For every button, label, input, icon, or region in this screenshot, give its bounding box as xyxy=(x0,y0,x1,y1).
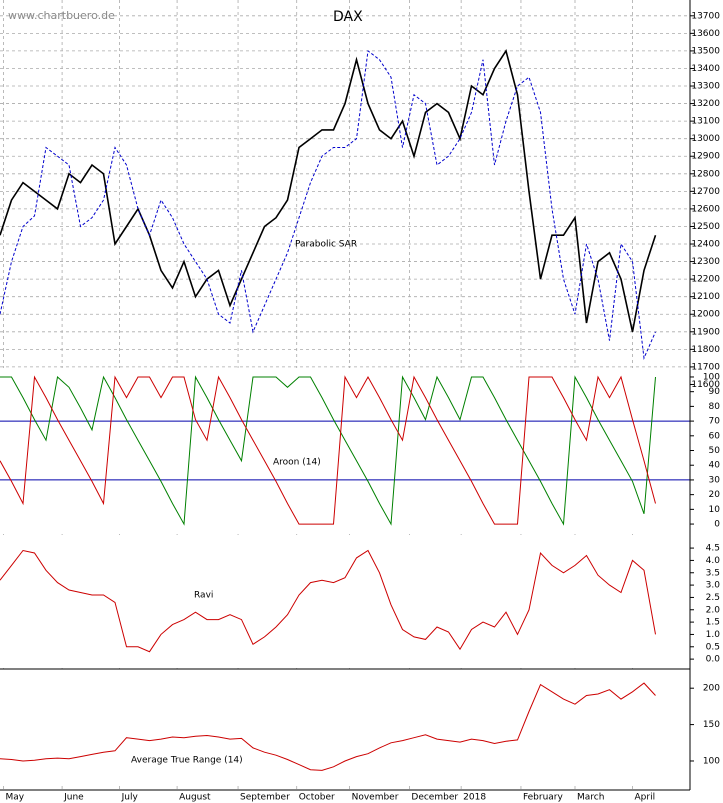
y-tick-label: 90 xyxy=(709,387,721,397)
y-tick-label: 40 xyxy=(709,461,721,471)
x-tick-label: February xyxy=(523,793,564,803)
y-tick-label: 12900 xyxy=(691,152,720,162)
panel-bg xyxy=(0,368,690,532)
x-tick-label: March xyxy=(577,793,604,803)
series-line xyxy=(0,48,657,332)
y-tick-label: 13400 xyxy=(691,64,720,74)
series-label: Parabolic SAR xyxy=(295,240,357,250)
y-tick-label: 10 xyxy=(709,505,721,515)
y-tick-label: 4.5 xyxy=(706,544,720,554)
y-tick-label: 12200 xyxy=(691,275,720,285)
y-tick-label: 30 xyxy=(709,475,721,485)
y-tick-label: 12100 xyxy=(691,292,720,302)
panel-title: DAX xyxy=(333,9,363,25)
y-tick-label: 11900 xyxy=(691,327,720,337)
y-tick-label: 13200 xyxy=(691,99,720,109)
x-tick-label: July xyxy=(121,793,139,803)
y-tick-label: 1.0 xyxy=(706,630,721,640)
y-tick-label: 12300 xyxy=(691,257,720,267)
x-tick-label: August xyxy=(179,793,211,803)
y-tick-label: 1.5 xyxy=(706,618,720,628)
y-tick-label: 20 xyxy=(709,490,721,500)
y-tick-label: 100 xyxy=(703,756,720,766)
y-tick-label: 3.5 xyxy=(706,568,720,578)
y-tick-label: 13300 xyxy=(691,82,720,92)
x-tick-label: December xyxy=(411,793,458,803)
y-tick-label: 50 xyxy=(709,446,721,456)
x-tick-label: May xyxy=(5,793,24,803)
y-tick-label: 13100 xyxy=(691,117,720,127)
series-line xyxy=(0,375,656,525)
series-line xyxy=(0,49,656,360)
y-tick-label: 12800 xyxy=(691,169,720,179)
y-tick-label: 4.0 xyxy=(706,556,721,566)
x-tick-label: June xyxy=(63,793,84,803)
x-tick-label: September xyxy=(240,793,290,803)
panel-title: Ravi xyxy=(194,591,213,601)
y-tick-label: 12500 xyxy=(691,222,720,232)
y-tick-label: 3.0 xyxy=(706,581,721,591)
y-tick-label: 60 xyxy=(709,431,721,441)
x-tick-label: November xyxy=(352,793,399,803)
x-tick-label: April xyxy=(635,793,656,803)
y-tick-label: 150 xyxy=(703,720,720,730)
y-tick-label: 0 xyxy=(714,520,720,530)
panel-bg xyxy=(0,670,690,785)
y-tick-label: 0.0 xyxy=(706,655,721,665)
y-tick-label: 12600 xyxy=(691,204,720,214)
y-tick-label: 11600 xyxy=(691,380,720,390)
y-tick-label: 13500 xyxy=(691,46,720,56)
y-tick-label: 11700 xyxy=(691,362,720,372)
y-tick-label: 11800 xyxy=(691,345,720,355)
y-tick-label: 13000 xyxy=(691,134,720,144)
y-tick-label: 100 xyxy=(703,372,720,382)
y-tick-label: 200 xyxy=(703,684,720,694)
y-tick-label: 2.0 xyxy=(706,605,721,615)
y-tick-label: 13600 xyxy=(691,29,720,39)
series-line xyxy=(0,375,656,526)
panel-title: Average True Range (14) xyxy=(131,756,243,766)
y-tick-label: 80 xyxy=(709,402,721,412)
y-tick-label: 0.5 xyxy=(706,642,720,652)
x-tick-label: October xyxy=(299,793,335,803)
y-tick-label: 12000 xyxy=(691,310,720,320)
panel-bg xyxy=(0,535,690,668)
series-line xyxy=(0,549,656,653)
series-line xyxy=(0,682,656,771)
y-tick-label: 12700 xyxy=(691,187,720,197)
x-tick-label: 2018 xyxy=(463,793,486,803)
y-tick-label: 12400 xyxy=(691,240,720,250)
y-tick-label: 70 xyxy=(709,417,721,427)
y-tick-label: 2.5 xyxy=(706,593,720,603)
y-tick-label: 13700 xyxy=(691,11,720,21)
panel-title: Aroon (14) xyxy=(273,458,321,468)
